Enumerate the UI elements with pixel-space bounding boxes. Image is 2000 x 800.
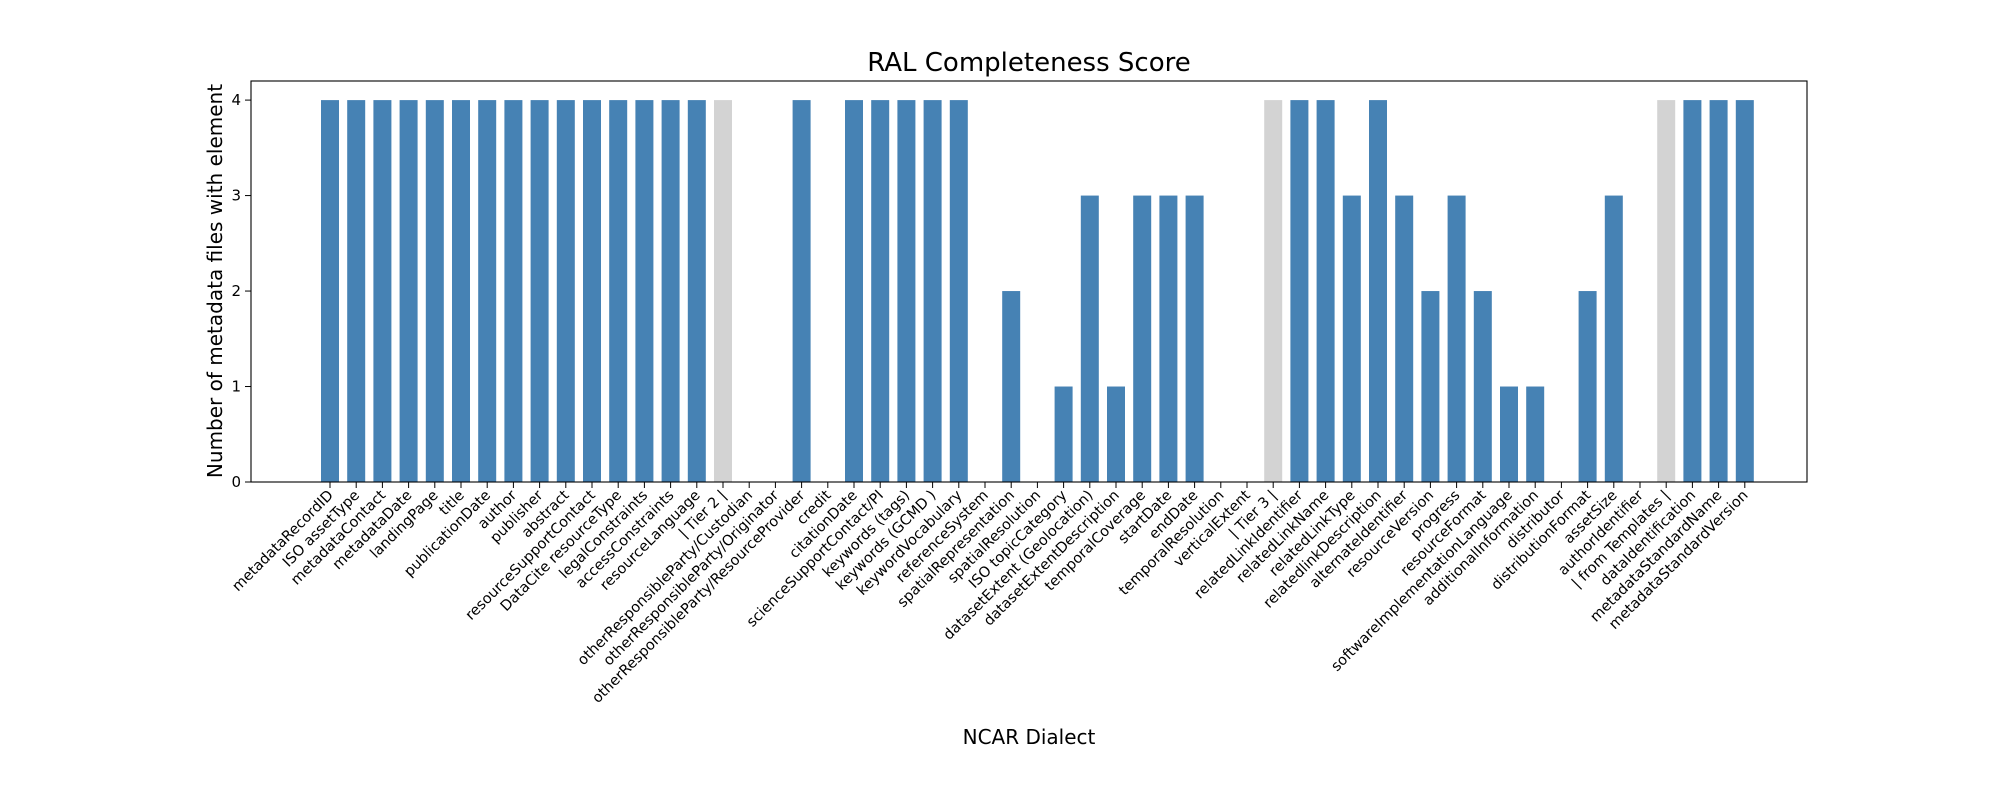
y-tick-label: 0 xyxy=(231,473,241,491)
bar-progress xyxy=(1447,195,1466,482)
bar-publicationdate xyxy=(478,100,497,482)
bar-temporalcoverage xyxy=(1133,195,1152,482)
bar-datacite-resourcetype xyxy=(609,100,628,482)
bar-abstract xyxy=(556,100,575,482)
bar-otherresponsibleparty-resourceprovider xyxy=(792,100,811,482)
bar-resourceversion xyxy=(1421,291,1440,482)
bar-keywords-tags xyxy=(897,100,916,482)
bar-sciencesupportcontact-pi xyxy=(871,100,890,482)
bar-spatialrepresentation xyxy=(1002,291,1021,482)
bar-resourcesupportcontact xyxy=(583,100,601,482)
bar-assetsize xyxy=(1604,195,1623,482)
bar-alternateidentifier xyxy=(1395,195,1414,482)
y-tick-label: 4 xyxy=(231,91,241,109)
bar-legalconstraints xyxy=(635,100,654,482)
bar-additionalinformation xyxy=(1526,386,1545,482)
bar-relatedlinkidentifier xyxy=(1290,100,1309,482)
bar-citationdate xyxy=(845,100,863,482)
bar-title xyxy=(452,100,470,482)
bars-group xyxy=(321,100,1754,482)
x-axis-label: NCAR Dialect xyxy=(963,725,1096,749)
bar-metadatastandardversion xyxy=(1735,100,1754,482)
y-axis-ticks: 0 1 2 3 4 xyxy=(231,91,251,491)
bar-relatedlinkname xyxy=(1316,100,1335,482)
bar-metadatacontact xyxy=(373,100,392,482)
bar-datasetextent-geolocation xyxy=(1080,195,1099,482)
bar-dataidentification xyxy=(1683,100,1702,482)
bar-publisher xyxy=(530,100,549,482)
bar-keywordvocabulary xyxy=(949,100,968,482)
bar-enddate xyxy=(1185,195,1204,482)
bar-author xyxy=(504,100,523,482)
bar-iso-assettype xyxy=(347,100,366,482)
bar-landingpage xyxy=(425,100,444,482)
bar-datasetextentdescription xyxy=(1107,386,1125,482)
bar-relatedlinktype xyxy=(1342,195,1361,482)
bar-relatedlinkdescription xyxy=(1369,100,1387,482)
y-tick-label: 1 xyxy=(231,378,241,396)
bar-keywords-gcmd xyxy=(923,100,942,482)
bar-metadatastandardname xyxy=(1709,100,1728,482)
bar-iso-topiccategory xyxy=(1054,386,1073,482)
plot-frame xyxy=(250,80,1808,483)
bar-softwareimplementationlanguage xyxy=(1500,386,1518,482)
bar-metadatarecordid xyxy=(321,100,339,482)
y-axis-label: Number of metadata files with element xyxy=(203,84,227,478)
bar-accessconstraints xyxy=(661,100,680,482)
chart-title: RAL Completeness Score xyxy=(867,48,1191,78)
bar-tier-2 xyxy=(714,100,732,482)
bar-resourcelanguage xyxy=(687,100,706,482)
bar-distributionformat xyxy=(1578,291,1597,482)
bar-metadatadate xyxy=(399,100,418,482)
bar-from-templates xyxy=(1657,100,1676,482)
y-tick-label: 2 xyxy=(231,282,241,300)
y-tick-label: 3 xyxy=(231,187,241,205)
bar-resourceformat xyxy=(1473,291,1492,482)
bar-startdate xyxy=(1159,195,1178,482)
bar-tier-3 xyxy=(1264,100,1283,482)
